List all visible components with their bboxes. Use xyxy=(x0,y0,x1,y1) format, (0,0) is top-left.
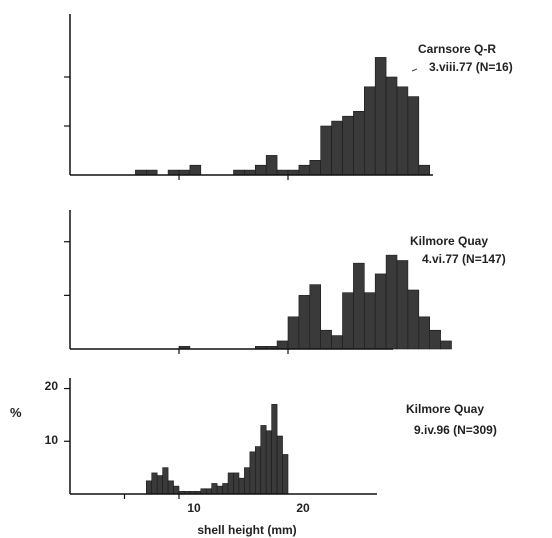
panel-3-bar xyxy=(260,425,267,495)
panel-2-ticks xyxy=(64,241,289,354)
panel-1-bar xyxy=(331,120,343,176)
panel-3-bar xyxy=(167,480,174,495)
panel-3-bar xyxy=(146,480,153,495)
panel-3-bars xyxy=(146,404,289,495)
panel-3-bar xyxy=(211,483,218,495)
panel-2-bar xyxy=(396,260,409,350)
panel-2-annotation-line2: 4.vi.77 (N=147) xyxy=(422,252,506,266)
panel-3-annotation-line1: Kilmore Quay xyxy=(406,402,484,416)
panel-3-bar xyxy=(244,467,251,495)
panel-2-annotation-line1: Kilmore Quay xyxy=(410,234,488,248)
panel-2-bar xyxy=(331,335,343,350)
panel-1-bar xyxy=(418,164,430,176)
panel-1-bar xyxy=(309,160,321,176)
panel-1-bar xyxy=(342,115,354,176)
panel-3-bar xyxy=(151,472,158,495)
panel-1-bar xyxy=(320,125,332,176)
panel-1-bar xyxy=(298,164,311,176)
panel-3-ytick-label-10: 10 xyxy=(45,433,59,447)
panel-3-bar xyxy=(276,435,283,495)
panel-3-bar xyxy=(162,467,169,495)
panel-3-bar xyxy=(227,472,234,495)
panel-3-bar xyxy=(238,477,245,495)
panel-2-bar xyxy=(353,262,365,350)
panel-1-bar xyxy=(353,111,365,176)
panel-1-bar xyxy=(396,86,409,176)
panel-2-bar xyxy=(287,316,300,350)
panel-2: Kilmore Quay 4.vi.77 (N=147) xyxy=(64,210,506,354)
panel-1-bar xyxy=(189,164,202,176)
panel-1-bar xyxy=(363,86,376,176)
panel-1-bar xyxy=(385,76,398,176)
panel-3-bar xyxy=(173,485,180,495)
panel-3-annotation-line2: 9.iv.96 (N=309) xyxy=(414,423,497,437)
panel-1-ticks xyxy=(64,76,289,180)
panel-2-bar xyxy=(374,273,387,350)
panel-3-bar xyxy=(271,404,278,495)
panel-1-bar xyxy=(374,57,387,176)
panel-2-bar xyxy=(298,295,311,350)
panel-2-bar xyxy=(309,284,321,350)
panel-3-xlabel: shell height (mm) xyxy=(197,523,296,537)
panel-2-bar xyxy=(320,329,332,350)
panel-1-bar xyxy=(407,96,420,176)
panel-3: 20 10 10 20 % shell height (mm) Kilmore … xyxy=(10,378,497,537)
panel-3-ytick-label-20: 20 xyxy=(45,379,59,393)
panel-2-bar xyxy=(342,292,354,350)
panel-2-bar xyxy=(276,340,289,350)
panel-3-ylabel: % xyxy=(10,405,22,420)
panel-3-xtick-label-10: 10 xyxy=(187,501,201,515)
panel-1-annotation-line1: Carnsore Q-R xyxy=(418,42,496,56)
panel-1-bars xyxy=(135,57,430,176)
panel-2-bar xyxy=(385,254,398,350)
panel-3-bar xyxy=(282,454,289,495)
panel-3-ticks xyxy=(64,387,180,499)
panel-3-bar xyxy=(265,430,272,495)
panel-2-bar xyxy=(407,289,420,350)
panel-3-xtick-label-20: 20 xyxy=(296,501,310,515)
panel-1-annotation-line2: 3.viii.77 (N=16) xyxy=(429,60,513,74)
panel-3-bar xyxy=(156,475,163,495)
panel-2-bar xyxy=(418,316,430,350)
panel-3-bar xyxy=(233,472,240,495)
panel-2-bar xyxy=(429,329,441,350)
panel-1: Carnsore Q-R 3.viii.77 (N=16) xyxy=(64,14,513,180)
panel-1-bar xyxy=(265,155,278,176)
panel-3-bar xyxy=(200,488,207,495)
panel-2-bar xyxy=(363,292,376,350)
panel-2-bar xyxy=(440,340,452,350)
panel-3-bar xyxy=(249,451,256,495)
panel-3-bar xyxy=(255,446,262,495)
panel-1-pointer-mark xyxy=(411,68,418,72)
panel-3-bar xyxy=(222,483,229,495)
panel-3-bar xyxy=(216,485,223,495)
panel-2-bars xyxy=(178,254,452,350)
panel-3-bar xyxy=(205,488,212,495)
panel-1-bar xyxy=(255,164,267,176)
